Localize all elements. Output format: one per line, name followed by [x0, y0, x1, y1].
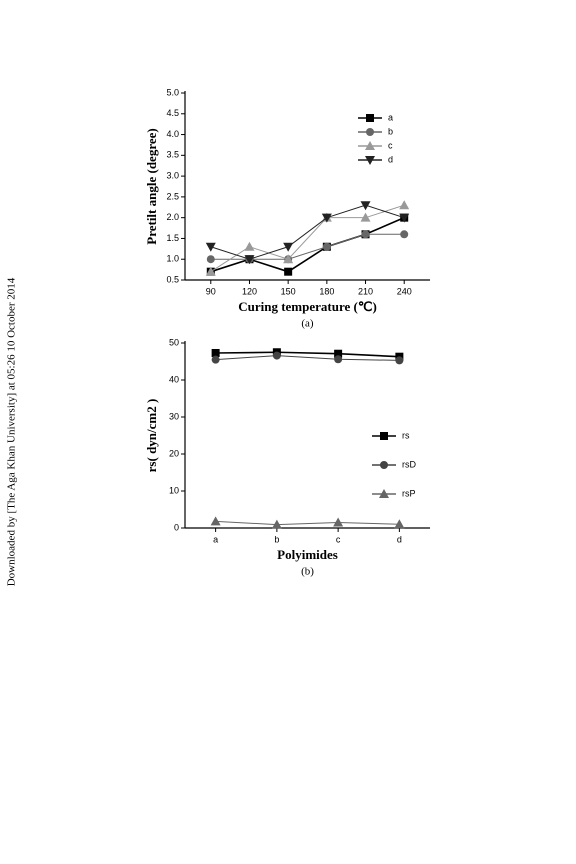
- marker: [365, 141, 375, 150]
- y-tick-label: 1.0: [166, 254, 179, 264]
- marker: [380, 461, 388, 469]
- x-tick-label: 90: [206, 286, 216, 296]
- marker: [244, 255, 255, 265]
- y-tick-label: 40: [169, 374, 179, 384]
- marker: [321, 213, 332, 223]
- marker: [272, 351, 281, 360]
- y-tick-label: 0: [174, 522, 179, 532]
- series-line: [215, 520, 400, 526]
- y-tick-label: 10: [169, 485, 179, 495]
- y-tick-label: 4.0: [166, 129, 179, 139]
- marker: [271, 519, 282, 529]
- series-line: [210, 216, 405, 273]
- y-tick-label: 20: [169, 448, 179, 458]
- caption: (a): [301, 318, 314, 330]
- legend-label: rsD: [402, 459, 416, 469]
- y-tick-label: 2.0: [166, 212, 179, 222]
- y-tick-label: 30: [169, 411, 179, 421]
- marker: [211, 348, 220, 357]
- x-axis-label: Curing temperature (℃): [238, 299, 377, 314]
- series-line: [210, 233, 405, 260]
- marker: [394, 519, 405, 529]
- y-tick-label: 0.5: [166, 274, 179, 284]
- y-axis-label: Pretilt angle (degree): [144, 128, 159, 244]
- y-axis-label: rs( dyn/cm2 ): [144, 399, 159, 473]
- series-line: [215, 355, 400, 361]
- marker: [283, 254, 294, 264]
- caption: (b): [301, 566, 314, 578]
- marker: [400, 230, 409, 239]
- y-tick-label: 3.0: [166, 170, 179, 180]
- x-tick-label: 120: [242, 286, 257, 296]
- marker: [365, 156, 375, 165]
- marker: [334, 355, 343, 364]
- marker: [333, 517, 344, 527]
- marker: [361, 230, 370, 239]
- y-tick-label: 4.5: [166, 108, 179, 118]
- x-tick-label: 180: [319, 286, 334, 296]
- series-line: [210, 204, 405, 260]
- legend-label: c: [388, 140, 393, 150]
- side-note: Downloaded by [The Aga Khan University] …: [6, 277, 18, 586]
- marker: [399, 213, 410, 223]
- marker: [206, 255, 215, 264]
- marker: [395, 356, 404, 365]
- y-tick-label: 2.5: [166, 191, 179, 201]
- legend-label: rs: [402, 430, 410, 440]
- x-tick-label: 150: [281, 286, 296, 296]
- marker: [283, 242, 294, 252]
- marker: [380, 432, 388, 440]
- y-tick-label: 5.0: [166, 87, 179, 97]
- marker: [360, 212, 371, 222]
- x-tick-label: 210: [358, 286, 373, 296]
- legend-label: rsP: [402, 488, 416, 498]
- marker: [366, 114, 374, 122]
- legend-label: d: [388, 154, 393, 164]
- x-tick-label: b: [274, 534, 279, 544]
- marker: [210, 516, 221, 526]
- marker: [284, 267, 293, 276]
- marker: [322, 242, 331, 251]
- marker: [205, 266, 216, 276]
- marker: [211, 355, 220, 364]
- y-tick-label: 1.5: [166, 233, 179, 243]
- x-tick-label: 240: [397, 286, 412, 296]
- marker: [360, 201, 371, 211]
- marker: [379, 489, 389, 498]
- y-tick-label: 3.5: [166, 150, 179, 160]
- marker: [244, 241, 255, 251]
- marker: [366, 128, 374, 136]
- x-axis-label: Polyimides: [277, 547, 338, 562]
- x-tick-label: d: [397, 534, 402, 544]
- marker: [399, 200, 410, 210]
- x-tick-label: a: [213, 534, 218, 544]
- y-tick-label: 50: [169, 337, 179, 347]
- series-line: [210, 204, 405, 273]
- marker: [205, 242, 216, 252]
- series-line: [215, 351, 400, 358]
- marker: [334, 349, 343, 358]
- legend-label: a: [388, 112, 393, 122]
- x-tick-label: c: [336, 534, 341, 544]
- legend-label: b: [388, 126, 393, 136]
